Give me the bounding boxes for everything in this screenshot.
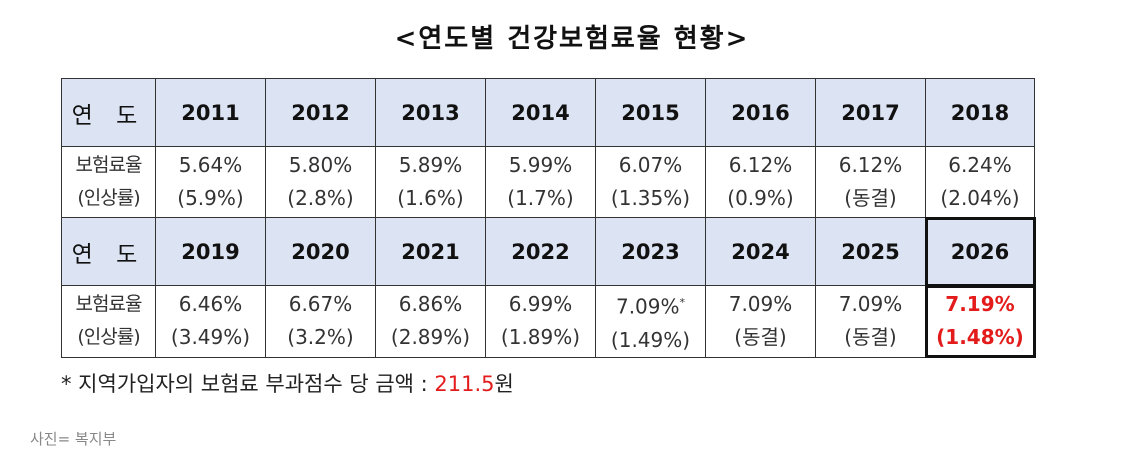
- change-value: (동결): [844, 186, 897, 210]
- rate-row-2: 보험료율 (인상률) 6.46% (3.49%) 6.67% (3.2%) 6.86…: [61, 284, 1036, 359]
- rate-cell: 5.80% (2.8%): [265, 146, 376, 218]
- rate-value: 5.89%: [398, 153, 463, 177]
- rate-value: 7.09%: [728, 292, 793, 317]
- rate-cell: 6.07% (1.35%): [595, 146, 706, 218]
- footnote: * 지역가입자의 보험료 부과점수 당 금액 : 211.5원: [61, 368, 514, 398]
- photo-credit: 사진= 복지부: [30, 430, 117, 448]
- rate-value: 6.67%: [288, 292, 353, 317]
- footnote-mark: *: [679, 296, 686, 309]
- rate-cell: 6.46% (3.49%): [155, 285, 266, 358]
- rate-value: 6.46%: [178, 292, 243, 317]
- change-value: (1.7%): [507, 186, 574, 210]
- rate-cell: 6.67% (3.2%): [265, 285, 376, 358]
- change-value: (동결): [844, 325, 897, 350]
- rate-value: 6.24%: [948, 153, 1012, 177]
- change-value: (1.49%): [610, 327, 691, 352]
- rate-value: 6.07%: [618, 153, 683, 177]
- rate-label-line: 보험료율: [75, 293, 143, 316]
- change-value: (3.49%): [170, 325, 251, 350]
- rate-value: 5.99%: [508, 153, 573, 177]
- rate-cell: 7.09% (동결): [705, 285, 816, 358]
- rate-value: 6.99%: [508, 292, 573, 317]
- premium-rate-table: 연 도 2011 2012 2013 2014 2015 2016 2017 2…: [61, 78, 1036, 359]
- change-value: (2.8%): [287, 186, 354, 210]
- year-row-1: 연 도 2011 2012 2013 2014 2015 2016 2017 2…: [61, 78, 1035, 147]
- year-cell: 2013: [375, 78, 486, 147]
- change-value: (1.48%): [936, 325, 1024, 350]
- year-cell: 2012: [265, 78, 376, 147]
- year-cell: 2011: [155, 78, 266, 147]
- rate-cell: 6.99% (1.89%): [485, 285, 596, 358]
- increase-label-line: (인상률): [77, 187, 140, 209]
- change-value: (2.89%): [390, 325, 471, 350]
- rate-cell: 7.09%* (1.49%): [595, 285, 706, 358]
- year-row-2: 연 도 2019 2020 2021 2022 2023 2024 2025 2…: [61, 216, 1036, 287]
- footnote-text: * 지역가입자의 보험료 부과점수 당 금액 :: [61, 372, 435, 396]
- change-value: (0.9%): [727, 186, 794, 210]
- year-cell: 2015: [595, 78, 706, 147]
- year-cell: 2021: [375, 217, 486, 286]
- change-value: (동결): [734, 325, 787, 350]
- year-cell: 2025: [815, 217, 926, 286]
- rate-cell: 6.12% (0.9%): [705, 146, 816, 218]
- rate-value: 7.19%: [945, 292, 1015, 317]
- year-cell: 2017: [815, 78, 926, 147]
- rate-label: 보험료율 (인상률): [61, 146, 156, 218]
- year-cell: 2024: [705, 217, 816, 286]
- year-label: 연 도: [61, 78, 156, 147]
- year-cell: 2022: [485, 217, 596, 286]
- rate-row-1: 보험료율 (인상률) 5.64% (5.9%) 5.80% (2.8%) 5.89%…: [61, 146, 1035, 218]
- rate-cell-highlighted: 7.19% (1.48%): [924, 284, 1036, 359]
- rate-label: 보험료율 (인상률): [61, 285, 156, 358]
- rate-cell: 5.99% (1.7%): [485, 146, 596, 218]
- change-value: (5.9%): [177, 186, 244, 210]
- rate-value: 7.09%: [615, 294, 680, 319]
- rate-value: 6.86%: [398, 292, 463, 317]
- rate-cell: 5.64% (5.9%): [155, 146, 266, 218]
- change-value: (1.89%): [500, 325, 581, 350]
- rate-cell: 7.09% (동결): [815, 285, 926, 358]
- year-cell: 2020: [265, 217, 376, 286]
- rate-value: 7.09%: [838, 292, 903, 317]
- rate-label-line: 보험료율: [75, 154, 143, 176]
- change-value: (3.2%): [287, 325, 354, 350]
- year-cell: 2018: [925, 78, 1035, 147]
- change-value: (1.6%): [397, 186, 464, 210]
- footnote-amount: 211.5: [434, 372, 495, 396]
- rate-value: 6.12%: [838, 153, 903, 177]
- table-title: <연도별 건강보험료율 현황>: [394, 24, 750, 54]
- change-value: (2.04%): [940, 186, 1020, 210]
- year-cell: 2016: [705, 78, 816, 147]
- rate-cell: 6.12% (동결): [815, 146, 926, 218]
- rate-value-line: 7.09%*: [596, 286, 705, 324]
- rate-value: 5.80%: [288, 153, 353, 177]
- rate-value: 6.12%: [728, 153, 793, 177]
- year-cell: 2023: [595, 217, 706, 286]
- increase-label-line: (인상률): [77, 326, 140, 349]
- rate-cell: 5.89% (1.6%): [375, 146, 486, 218]
- footnote-unit: 원: [494, 372, 514, 396]
- rate-cell: 6.24% (2.04%): [925, 146, 1035, 218]
- change-value: (1.35%): [610, 186, 691, 210]
- year-cell-highlighted: 2026: [924, 216, 1036, 287]
- rate-value: 5.64%: [178, 153, 243, 177]
- year-label: 연 도: [61, 217, 156, 286]
- year-cell: 2014: [485, 78, 596, 147]
- year-cell: 2019: [155, 217, 266, 286]
- rate-cell: 6.86% (2.89%): [375, 285, 486, 358]
